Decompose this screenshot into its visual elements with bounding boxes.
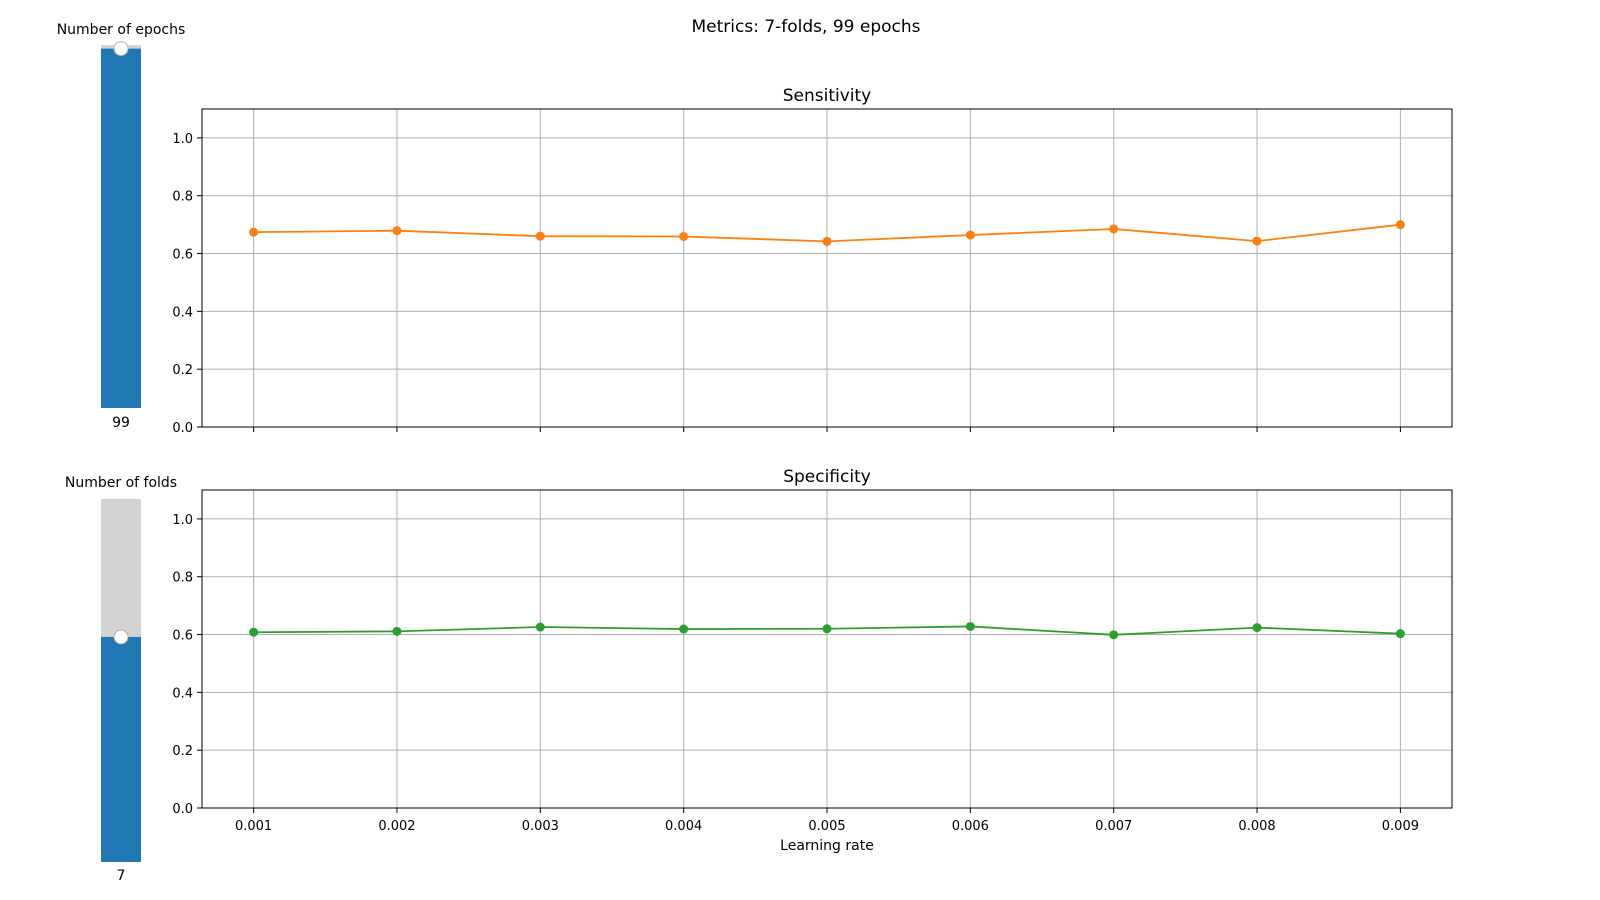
sliders-panel: Number of epochs 99 Number of folds 7	[57, 22, 186, 884]
data-point	[822, 236, 832, 246]
x-tick-label: 0.009	[1382, 819, 1419, 834]
slider-label: Number of folds	[65, 475, 177, 491]
slider-epochs[interactable]: Number of epochs 99	[57, 22, 186, 431]
slider-value: 99	[112, 415, 130, 431]
data-point	[1252, 623, 1262, 633]
chart-specificity: Specificity 0.0 0.2 0.4 0.6 0.8 1.0 0.001 0.002 0…	[172, 467, 1453, 854]
y-tick-label: 0.4	[172, 686, 193, 701]
x-tick-label: 0.004	[665, 819, 702, 834]
slider-handle[interactable]	[113, 629, 129, 645]
charts-panel: Sensitivity0.00.20.40.60.81.0Specificity…	[172, 86, 1453, 854]
data-point	[822, 624, 832, 634]
data-point	[1109, 630, 1119, 640]
plot-frame	[201, 489, 1453, 809]
slider-label: Number of epochs	[57, 22, 186, 38]
data-point	[249, 627, 259, 637]
slider-handle[interactable]	[113, 41, 129, 57]
data-point	[1395, 220, 1405, 230]
y-tick-label: 1.0	[172, 513, 193, 528]
chart-title: Sensitivity	[783, 86, 872, 106]
slider-folds[interactable]: Number of folds 7	[65, 475, 177, 884]
y-tick-label: 0.6	[172, 248, 193, 263]
plot-frame	[201, 108, 1453, 428]
chart-sensitivity: Sensitivity 0.0 0.2 0.4 0.6 0.8 1.0	[172, 86, 1453, 436]
y-tick-label: 0.6	[172, 629, 193, 644]
y-tick-label: 0.2	[172, 363, 193, 378]
x-tick-label: 0.005	[808, 819, 845, 834]
slider-fill[interactable]	[101, 636, 141, 862]
slider-fill[interactable]	[101, 48, 141, 408]
figure-title: Metrics: 7-folds, 99 epochs	[691, 17, 920, 37]
y-tick-label: 0.0	[172, 421, 193, 436]
x-tick-label: 0.001	[235, 819, 272, 834]
data-point	[249, 227, 259, 237]
data-point	[392, 226, 402, 236]
x-tick-label: 0.006	[952, 819, 989, 834]
data-point	[1395, 629, 1405, 639]
data-point	[535, 622, 545, 632]
x-tick-label: 0.008	[1238, 819, 1275, 834]
y-tick-label: 0.4	[172, 305, 193, 320]
data-point	[392, 626, 402, 636]
x-tick-label: 0.003	[522, 819, 559, 834]
x-tick-label: 0.007	[1095, 819, 1132, 834]
data-point	[965, 230, 975, 240]
y-tick-label: 0.0	[172, 802, 193, 817]
data-point	[1252, 236, 1262, 246]
y-tick-label: 0.2	[172, 744, 193, 759]
data-point	[1109, 224, 1119, 234]
y-tick-label: 0.8	[172, 571, 193, 586]
data-point	[679, 624, 689, 634]
y-tick-label: 0.8	[172, 190, 193, 205]
x-tick-label: 0.002	[378, 819, 415, 834]
data-point	[965, 621, 975, 631]
slider-value: 7	[117, 868, 126, 884]
data-point	[535, 231, 545, 241]
data-point	[679, 231, 689, 241]
x-axis-label: Learning rate	[780, 838, 874, 854]
y-tick-label: 1.0	[172, 132, 193, 147]
chart-title: Specificity	[783, 467, 871, 487]
